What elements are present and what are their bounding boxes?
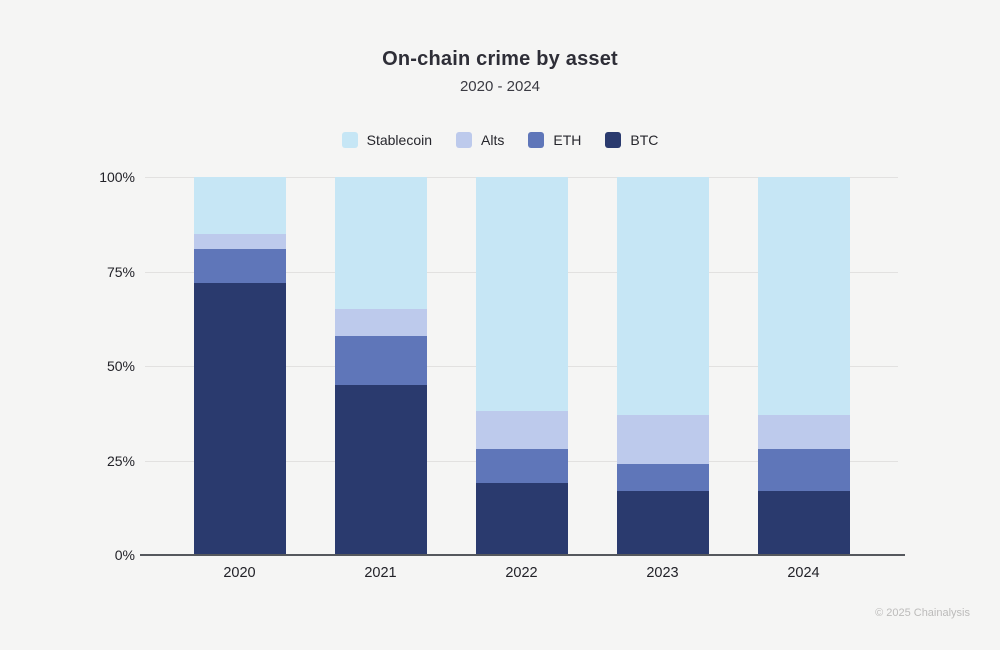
chart-subtitle: 2020 - 2024 <box>459 78 541 95</box>
bar-segment-eth-2021 <box>334 335 427 385</box>
bar-segment-alts-2023 <box>616 415 709 465</box>
bar-segment-stablecoin-2024 <box>757 177 850 416</box>
bar-segment-stablecoin-2020 <box>193 177 286 234</box>
y-axis-tick-label-50: 50% <box>106 358 135 374</box>
legend-item-btc: BTC <box>605 132 658 148</box>
bar-segment-btc-2021 <box>334 384 427 555</box>
bar-segment-btc-2023 <box>616 490 709 555</box>
x-axis-tick-label-2020: 2020 <box>223 565 256 581</box>
legend-label-eth: ETH <box>553 132 582 148</box>
bar-segment-stablecoin-2023 <box>616 177 709 416</box>
legend-swatch-alts <box>456 132 473 148</box>
chart-title: On-chain crime by asset <box>382 48 618 70</box>
copyright-note: © 2025 Chainalysis <box>875 607 970 619</box>
y-axis-tick-label-75: 75% <box>106 263 135 280</box>
y-axis-tick-label-0: 0% <box>114 547 135 563</box>
bar-segment-btc-2024 <box>757 490 850 555</box>
legend-swatch-eth <box>528 132 545 148</box>
x-axis-tick-label-2023: 2023 <box>646 565 679 581</box>
bar-segment-alts-2021 <box>334 309 427 336</box>
bar-segment-alts-2024 <box>757 415 850 450</box>
bar-segment-stablecoin-2022 <box>475 177 568 412</box>
legend-item-eth: ETH <box>528 132 581 148</box>
bar-segment-eth-2022 <box>475 449 568 484</box>
legend-label-stablecoin: Stablecoin <box>366 132 433 148</box>
bar-segment-stablecoin-2021 <box>334 177 427 310</box>
legend-label-alts: Alts <box>481 132 505 148</box>
bar-2021 <box>334 177 427 555</box>
x-axis-tick-label-2024: 2024 <box>787 565 820 581</box>
bar-segment-alts-2020 <box>193 233 286 249</box>
plot-area <box>145 177 898 555</box>
bar-2020 <box>193 177 286 555</box>
bar-2023 <box>616 177 709 555</box>
x-axis-tick-label-2022: 2022 <box>505 565 538 581</box>
bar-segment-alts-2022 <box>475 411 568 450</box>
chart-legend: Stablecoin Alts ETH BTC <box>0 132 1000 148</box>
bar-segment-btc-2020 <box>193 282 286 555</box>
x-axis-tick-label-2021: 2021 <box>364 565 397 581</box>
bar-2022 <box>475 177 568 555</box>
legend-item-alts: Alts <box>456 132 504 148</box>
legend-item-stablecoin: Stablecoin <box>341 132 433 148</box>
bar-segment-eth-2024 <box>757 449 850 491</box>
legend-label-btc: BTC <box>630 132 659 148</box>
y-axis-tick-label-25: 25% <box>106 452 135 469</box>
bar-segment-btc-2022 <box>475 483 568 555</box>
x-axis-line <box>140 554 905 556</box>
legend-swatch-stablecoin <box>341 132 358 148</box>
legend-swatch-btc <box>605 132 622 148</box>
bar-segment-eth-2020 <box>193 248 286 283</box>
bar-2024 <box>757 177 850 555</box>
bar-segment-eth-2023 <box>616 464 709 491</box>
y-axis-tick-label-100: 100% <box>99 169 135 185</box>
